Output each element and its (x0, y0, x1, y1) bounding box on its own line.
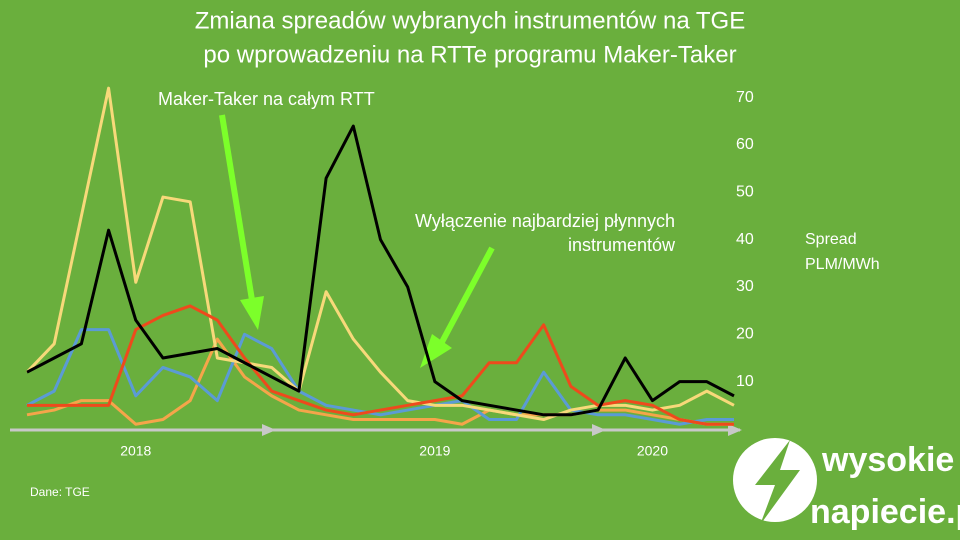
logo-text: wysokie (821, 441, 954, 479)
x-tick-label: 2019 (419, 443, 450, 459)
y-tick-label: 30 (736, 278, 754, 295)
y-axis-label: PLM/MWh (805, 256, 880, 273)
x-tick-label: 2020 (637, 443, 668, 459)
y-tick-label: 50 (736, 184, 754, 201)
chart-title: po wprowadzeniu na RTTe programu Maker-T… (203, 41, 736, 68)
chart-title: Zmiana spreadów wybranych instrumentów n… (195, 7, 745, 34)
series-line (26, 337, 734, 426)
series-line (26, 124, 735, 417)
logo-text: napiecie.pl (810, 493, 960, 531)
series-line (26, 328, 734, 426)
annotation: Maker-Taker na całym RTT (158, 89, 375, 109)
x-tick-label: 2018 (120, 443, 151, 459)
y-tick-label: 20 (736, 326, 754, 343)
annotation: instrumentów (568, 235, 676, 255)
arrows (219, 114, 495, 368)
series-line (25, 86, 735, 422)
logo: wysokie napiecie.pl (733, 438, 960, 531)
y-axis-label: Spread (805, 231, 857, 248)
y-tick-label: 60 (736, 136, 754, 153)
x-axis (10, 424, 742, 436)
y-tick-label: 70 (736, 89, 754, 106)
y-tick-label: 40 (736, 231, 754, 248)
annotation: Wyłączenie najbardziej płynnych (415, 211, 675, 231)
y-tick-label: 10 (736, 373, 754, 390)
series-line (27, 304, 734, 426)
source: Dane: TGE (30, 485, 90, 499)
